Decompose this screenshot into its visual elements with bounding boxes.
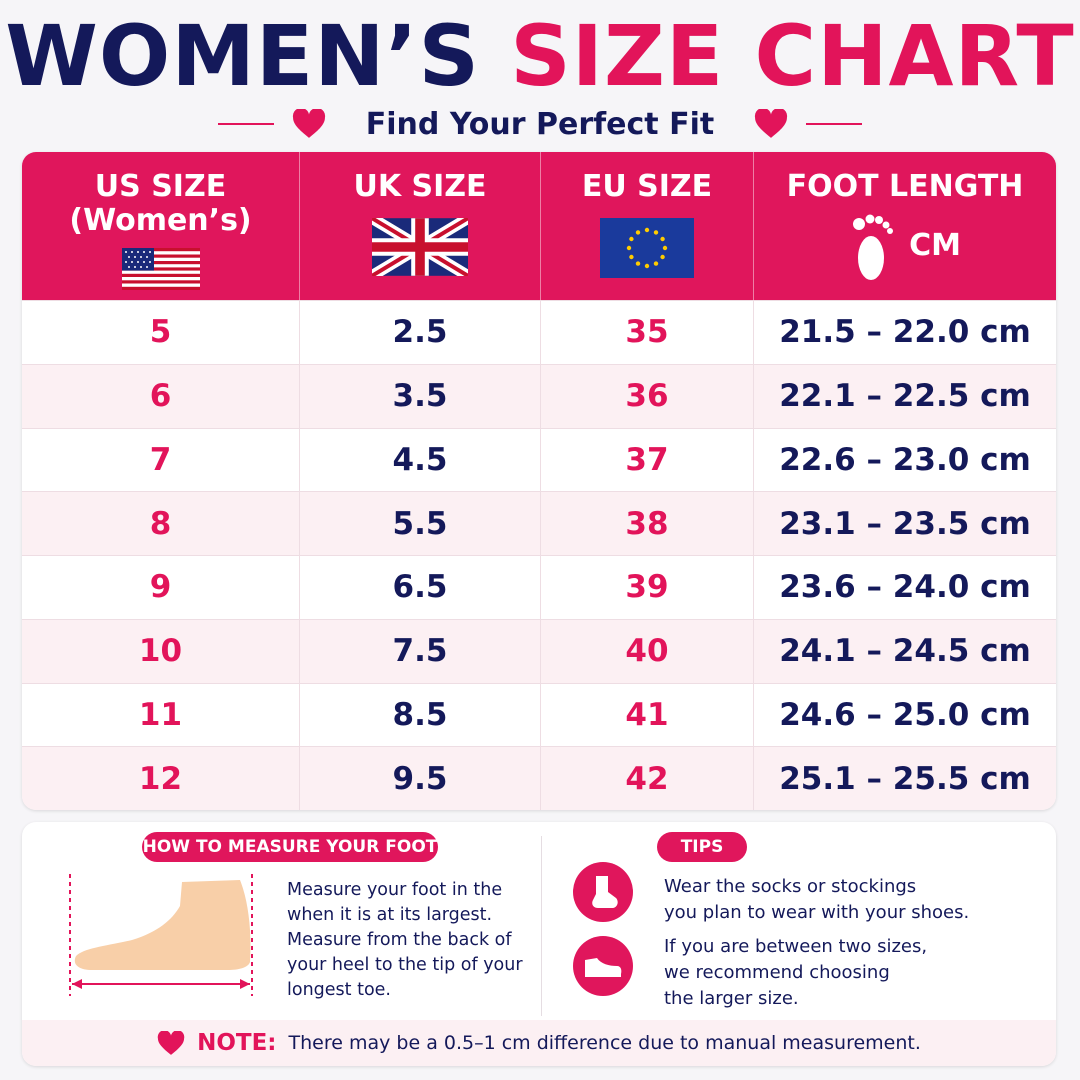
foot-length-cell: 22.6 – 23.0 cm [779,441,1031,478]
section-divider [541,836,542,1016]
table-row: 7 4.5 37 22.6 – 23.0 cm [22,427,1056,492]
measure-line: Measure from the back of [287,930,512,950]
uk-flag-icon [372,218,468,276]
foot-length-cell: 24.1 – 24.5 cm [779,633,1031,670]
uk-size-cell: 9.5 [300,747,541,810]
measure-heading: HOW TO MEASURE YOUR FOOT [142,832,438,862]
size-chart-table: US SIZE (Women’s) UK S [22,152,1056,810]
us-size-cell: 9 [22,556,300,619]
foot-length-cell: 21.5 – 22.0 cm [779,314,1031,351]
eu-size-cell: 37 [541,428,754,492]
header-label: US SIZE [94,169,227,204]
note-label: NOTE: [197,1030,277,1056]
header-label: FOOT LENGTH [786,169,1024,204]
heart-icon [157,1030,185,1055]
us-size-cell: 11 [22,683,300,747]
us-flag-icon [121,248,200,290]
foot-length-cell: 23.1 – 23.5 cm [779,505,1031,542]
foot-length-cell: 25.1 – 25.5 cm [779,760,1031,797]
uk-size-cell: 5.5 [300,492,541,555]
tip-1-text: Wear the socks or stockings you plan to … [664,874,969,926]
foot-measure-illustration [69,874,253,996]
table-row: 11 8.5 41 24.6 – 25.0 cm [22,682,1056,747]
header-sublabel: (Women’s) [69,203,252,238]
title-part-1: WOMEN’S [5,7,481,105]
table-body: 5 2.5 35 21.5 – 22.0 cm 6 3.5 36 22.1 – 22.5 cm… [22,300,1056,810]
eu-size-cell: 39 [541,556,754,619]
tip-2-text: If you are between two sizes, we recomme… [664,934,927,1012]
sock-icon [573,862,633,922]
heart-icon [292,109,325,138]
tip-line: you plan to wear with your shoes. [664,902,970,923]
header-foot-length: FOOT LENGTH CM [754,152,1056,300]
foot-length-unit: CM [909,228,961,263]
foot-length-cell: 24.6 – 25.0 cm [779,696,1031,733]
title-part-2: SIZE CHART [510,7,1075,105]
foot-length-cell: 22.1 – 22.5 cm [779,378,1031,415]
table-row: 10 7.5 40 24.1 – 24.5 cm [22,618,1056,683]
eu-size-cell: 36 [541,364,754,428]
tips-heading: TIPS [657,832,747,862]
decor-line-left [217,123,274,125]
measure-line: Measure your foot in the [287,880,503,900]
footprint-icon [853,214,894,280]
uk-size-cell: 7.5 [300,619,541,683]
uk-size-cell: 3.5 [300,364,541,428]
foot-length-cell: 23.6 – 24.0 cm [779,569,1031,606]
measure-line: longest toe. [287,980,391,1000]
us-size-cell: 6 [22,364,300,428]
header-label: EU SIZE [581,169,713,204]
header-label: UK SIZE [353,169,487,204]
eu-size-cell: 40 [541,619,754,683]
tip-line: Wear the socks or stockings [664,876,917,897]
table-row: 8 5.5 38 23.1 – 23.5 cm [22,491,1056,555]
table-header: US SIZE (Women’s) UK S [22,152,1056,300]
table-row: 5 2.5 35 21.5 – 22.0 cm [22,300,1056,364]
info-panel: HOW TO MEASURE YOUR FOOT Measure your fo… [22,822,1056,1066]
us-size-cell: 7 [22,428,300,492]
us-size-cell: 5 [22,301,300,364]
eu-size-cell: 41 [541,683,754,747]
subtitle-row: Find Your Perfect Fit [0,104,1080,144]
uk-size-cell: 4.5 [300,428,541,492]
measure-line: your heel to the tip of your [287,955,523,975]
note-bar: NOTE: There may be a 0.5–1 cm difference… [22,1020,1056,1066]
eu-size-cell: 38 [541,492,754,555]
page-title: WOMEN’S SIZE CHART [0,8,1080,104]
header-uk-size: UK SIZE [300,152,541,300]
table-row: 6 3.5 36 22.1 – 22.5 cm [22,363,1056,428]
us-size-cell: 12 [22,747,300,810]
uk-size-cell: 2.5 [300,301,541,364]
header-us-size: US SIZE (Women’s) [22,152,300,300]
measure-instructions: Measure your foot in the when it is at i… [287,878,537,1003]
subtitle-text: Find Your Perfect Fit [365,106,715,142]
measure-line: when it is at its largest. [287,905,493,925]
foot-length-unit-group: CM [849,210,961,282]
us-size-cell: 10 [22,619,300,683]
table-row: 9 6.5 39 23.6 – 24.0 cm [22,555,1056,619]
table-row: 12 9.5 42 25.1 – 25.5 cm [22,746,1056,810]
us-size-cell: 8 [22,492,300,555]
decor-line-right [806,123,863,125]
uk-size-cell: 6.5 [300,556,541,619]
tip-line: If you are between two sizes, [664,936,928,957]
eu-flag-icon [600,218,694,278]
eu-size-cell: 35 [541,301,754,364]
shoe-icon [573,936,633,996]
note-text: There may be a 0.5–1 cm difference due t… [288,1032,921,1054]
heart-icon [755,109,788,138]
tip-line: we recommend choosing [664,962,890,983]
tip-line: the larger size. [664,988,799,1009]
uk-size-cell: 8.5 [300,683,541,747]
header-eu-size: EU SIZE [541,152,754,300]
eu-size-cell: 42 [541,747,754,810]
